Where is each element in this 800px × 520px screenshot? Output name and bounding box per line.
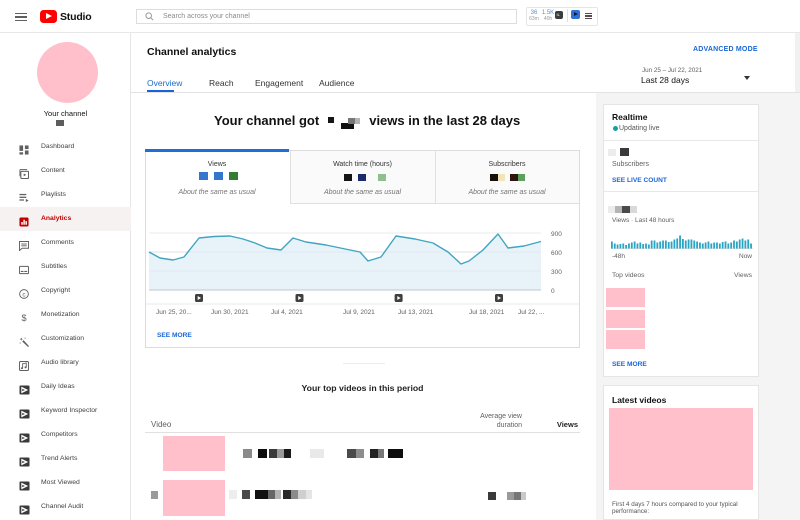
svg-text:c: c: [22, 291, 26, 298]
svg-text:$: $: [21, 313, 26, 323]
